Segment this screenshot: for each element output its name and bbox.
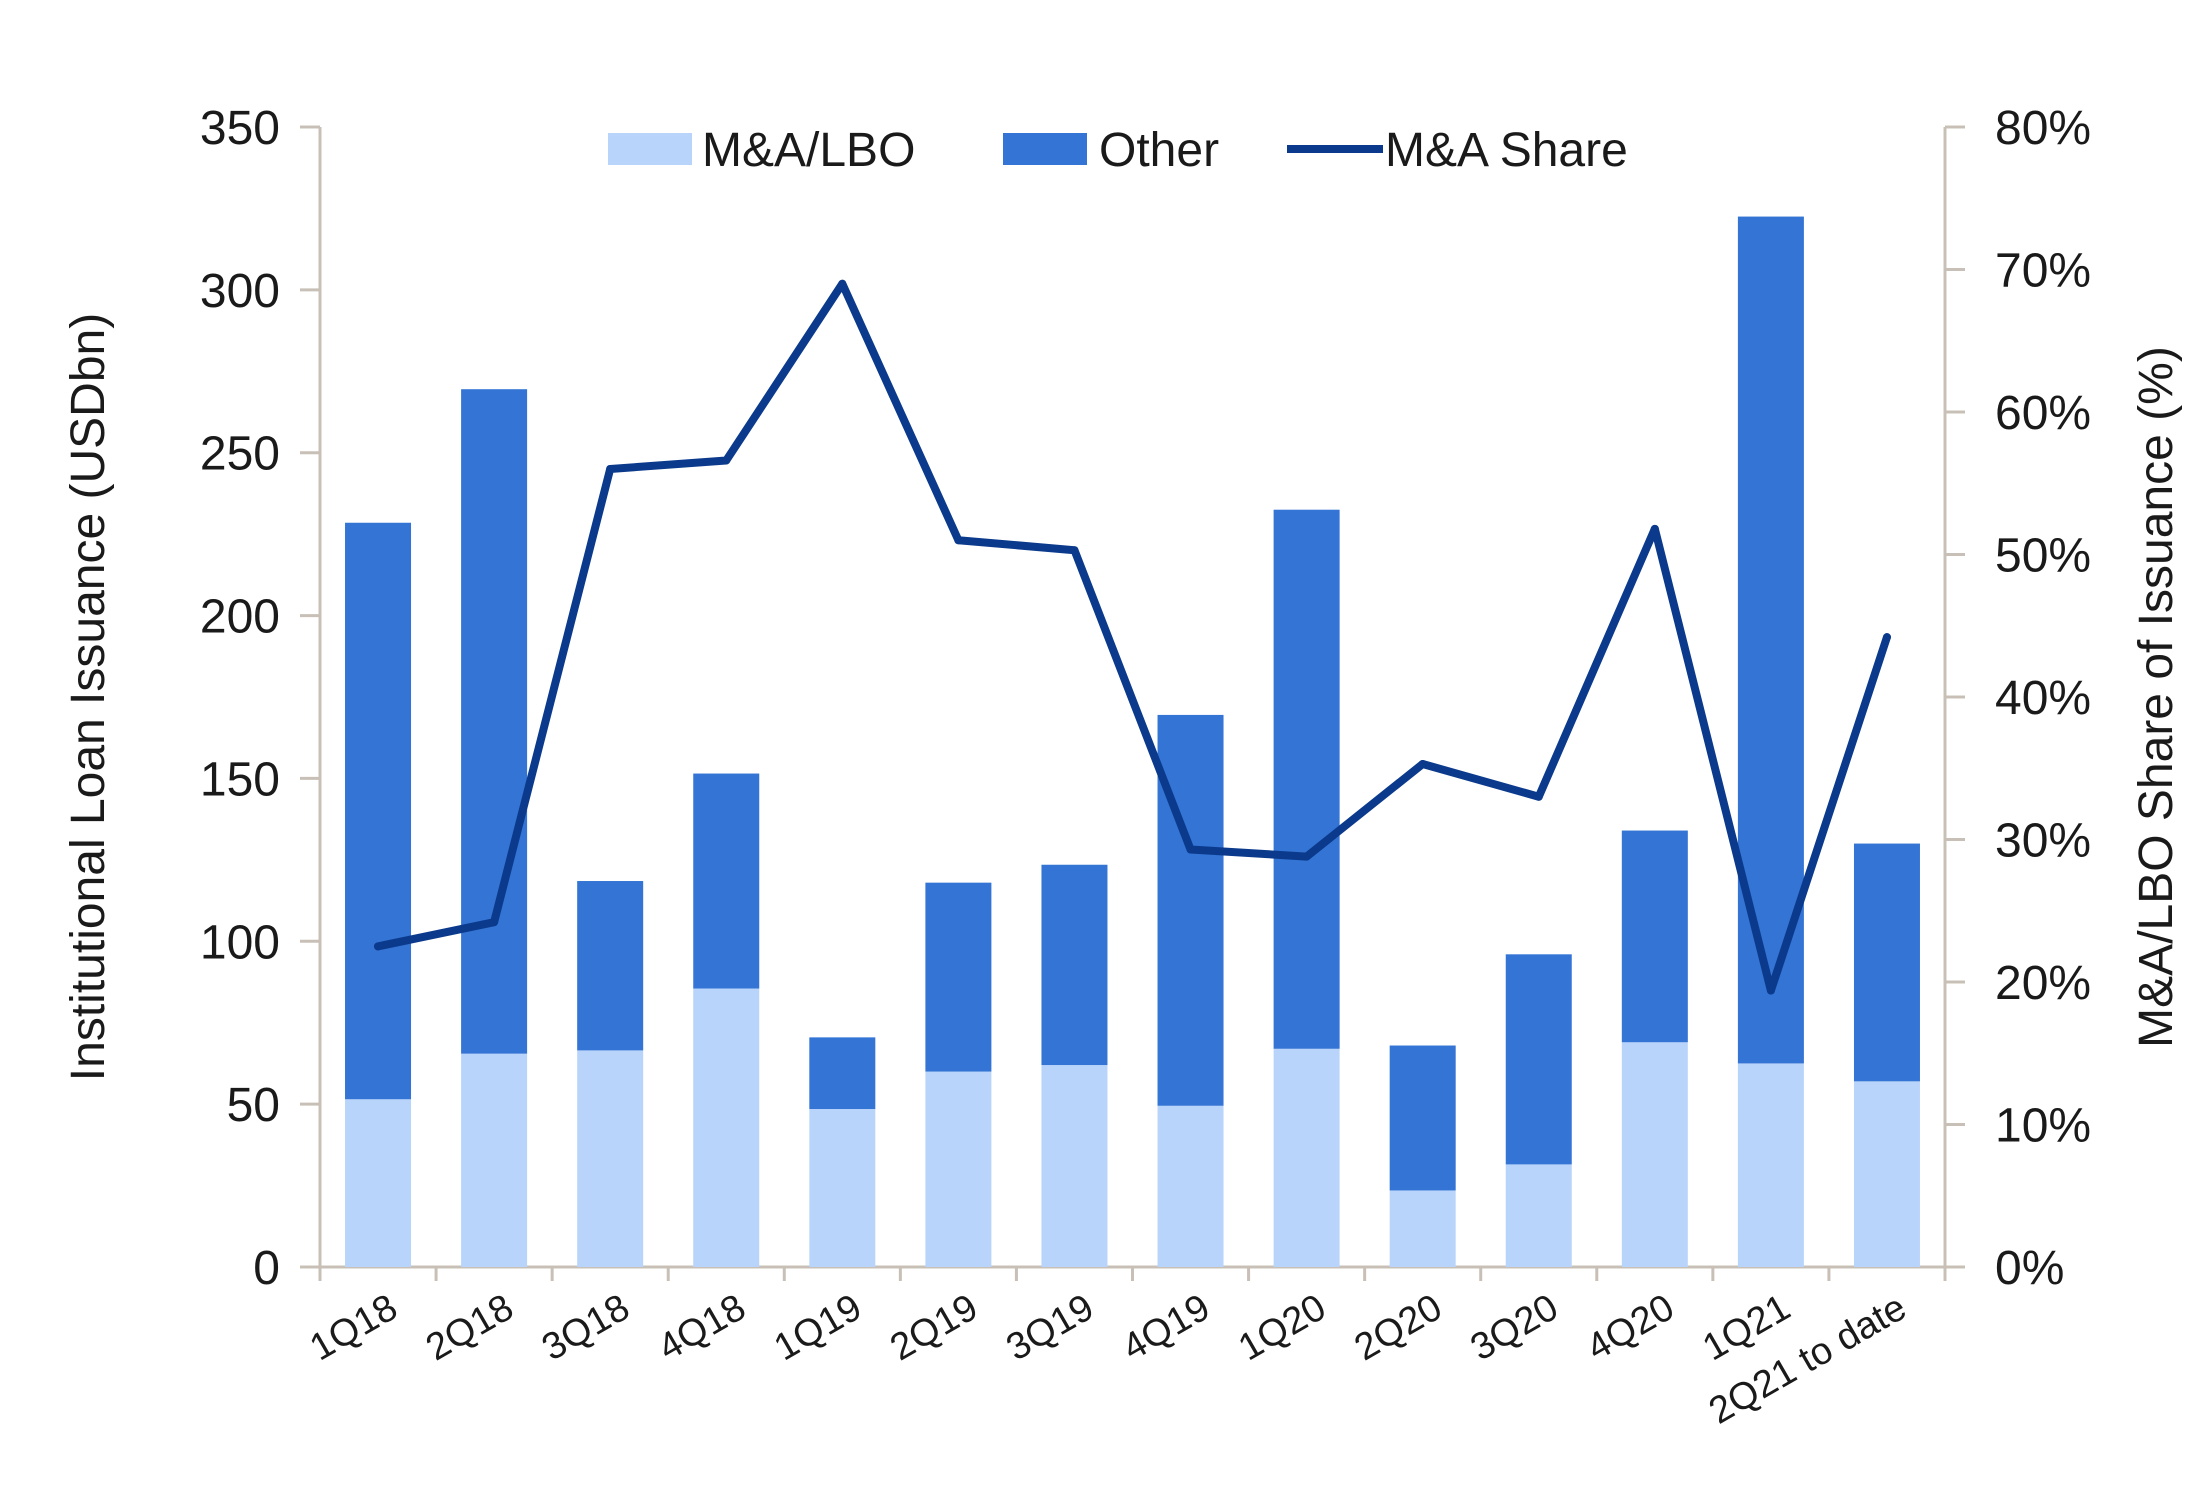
- bar-ma-lbo: [1389, 1190, 1456, 1267]
- bar-other: [461, 389, 528, 1054]
- ma-share-point: [1186, 845, 1195, 854]
- bar-ma-lbo: [461, 1053, 528, 1267]
- ma-share-point: [1766, 986, 1775, 995]
- bar-other: [577, 881, 644, 1051]
- bar-ma-lbo: [809, 1109, 876, 1267]
- legend-label-ma-share: M&A Share: [1385, 124, 1628, 177]
- bar-other: [809, 1037, 876, 1110]
- ma-share-point: [374, 942, 383, 951]
- bar-other: [1157, 714, 1224, 1106]
- bar-other: [1041, 864, 1108, 1066]
- bar-other: [925, 882, 992, 1072]
- line-layer: [374, 279, 1891, 995]
- left-axis-tick-label: 350: [200, 102, 280, 155]
- bar-other: [1505, 954, 1572, 1165]
- bar-other: [345, 522, 412, 1100]
- x-axis-tick-label: 4Q20: [1580, 1286, 1682, 1369]
- bar-other: [693, 773, 760, 989]
- left-axis-tick-label: 150: [200, 753, 280, 806]
- legend-label-other: Other: [1099, 124, 1219, 177]
- right-axis-tick-label: 20%: [1995, 957, 2091, 1010]
- x-axis-tick-label: 2Q19: [883, 1286, 985, 1369]
- right-axis-tick-label: 80%: [1995, 102, 2091, 155]
- left-axis-tick-label: 300: [200, 265, 280, 318]
- ma-share-point: [490, 918, 499, 927]
- right-axis-tick-label: 70%: [1995, 245, 2091, 298]
- bar-ma-lbo: [1621, 1042, 1688, 1267]
- bar-ma-lbo: [1737, 1063, 1804, 1267]
- ma-share-point: [1070, 546, 1079, 555]
- bar-other: [1621, 830, 1688, 1043]
- ma-share-point: [954, 536, 963, 545]
- legend: M&A/LBO Other M&A Share: [608, 124, 1628, 177]
- x-axis-tick-label: 2Q20: [1348, 1286, 1450, 1369]
- legend-swatch-ma-lbo: [608, 133, 692, 165]
- bar-other: [1853, 843, 1920, 1082]
- ma-share-point: [1882, 633, 1891, 642]
- bar-ma-lbo: [693, 988, 760, 1267]
- bar-other: [1389, 1045, 1456, 1191]
- left-axis-tick-label: 0: [253, 1242, 280, 1295]
- right-axis-tick-label: 60%: [1995, 387, 2091, 440]
- left-axis-tick-label: 100: [200, 916, 280, 969]
- x-axis-tick-label: 1Q20: [1232, 1286, 1334, 1369]
- ma-share-line: [374, 279, 1891, 995]
- left-axis-tick-label: 50: [227, 1079, 280, 1132]
- x-axis-tick-label: 4Q19: [1116, 1286, 1218, 1369]
- bar-ma-lbo: [577, 1050, 644, 1267]
- right-axis-tick-label: 0%: [1995, 1242, 2064, 1295]
- bar-ma-lbo: [345, 1099, 412, 1267]
- ma-share-point: [1418, 759, 1427, 768]
- bars-layer: [345, 216, 1920, 1267]
- right-axis-tick-label: 40%: [1995, 672, 2091, 725]
- bar-ma-lbo: [1157, 1105, 1224, 1267]
- ma-share-point: [1650, 524, 1659, 533]
- left-axis-tick-label: 250: [200, 428, 280, 481]
- left-axis-title: Institutional Loan Issuance (USDbn): [62, 313, 115, 1081]
- bar-ma-lbo: [1505, 1164, 1572, 1267]
- bar-other: [1273, 509, 1340, 1049]
- right-axis-tick-label: 10%: [1995, 1100, 2091, 1153]
- ma-share-point: [722, 456, 731, 465]
- right-axis-title: M&A/LBO Share of Issuance (%): [2130, 346, 2183, 1048]
- bar-ma-lbo: [1041, 1065, 1108, 1267]
- legend-swatch-other: [1003, 133, 1087, 165]
- x-axis-tick-label: 1Q19: [767, 1286, 869, 1369]
- legend-label-ma-lbo: M&A/LBO: [702, 124, 915, 177]
- bar-other: [1737, 216, 1804, 1064]
- bar-ma-lbo: [925, 1071, 992, 1267]
- x-axis-tick-label: 1Q18: [303, 1286, 405, 1369]
- ma-share-point: [838, 279, 847, 288]
- left-axis-tick-label: 200: [200, 591, 280, 644]
- x-axis-tick-label: 3Q18: [535, 1286, 637, 1369]
- x-axis-tick-label: 3Q20: [1464, 1286, 1566, 1369]
- right-axis-tick-label: 30%: [1995, 815, 2091, 868]
- bar-ma-lbo: [1853, 1081, 1920, 1267]
- ma-share-point: [1302, 852, 1311, 861]
- x-axis-tick-label: 2Q21 to date: [1702, 1286, 1913, 1432]
- x-axis-tick-label: 4Q18: [651, 1286, 753, 1369]
- bar-ma-lbo: [1273, 1048, 1340, 1267]
- ma-share-point: [606, 465, 615, 473]
- ma-share-point: [1534, 792, 1543, 801]
- x-axis-tick-label: 3Q19: [999, 1286, 1101, 1369]
- x-axis-tick-label: 2Q18: [419, 1286, 521, 1369]
- right-axis-tick-label: 50%: [1995, 530, 2091, 583]
